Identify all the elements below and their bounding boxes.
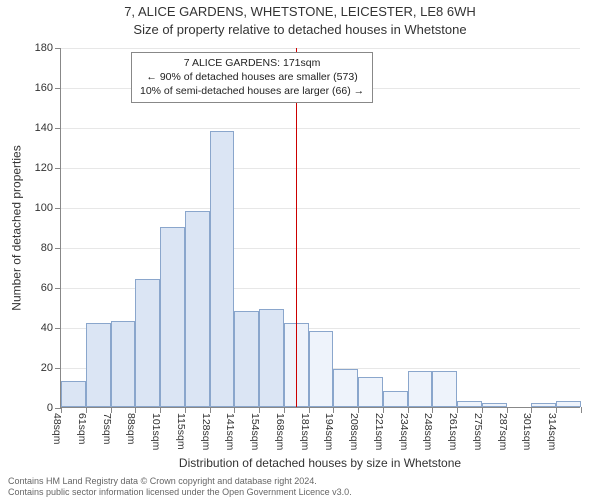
y-axis-label: Number of detached properties xyxy=(10,48,24,408)
histogram-bar xyxy=(333,369,358,407)
x-tick-label: 141sqm xyxy=(224,413,236,450)
x-tick-label: 314sqm xyxy=(546,413,558,450)
histogram-bar xyxy=(432,371,457,407)
y-tick xyxy=(55,88,61,89)
histogram-bar xyxy=(135,279,160,407)
histogram-bar xyxy=(482,403,507,407)
histogram-bar xyxy=(111,321,136,407)
x-tick-label: 168sqm xyxy=(274,413,286,450)
histogram-bar xyxy=(160,227,185,407)
x-tick-label: 48sqm xyxy=(51,413,63,445)
histogram-bar xyxy=(531,403,556,407)
x-tick-label: 154sqm xyxy=(249,413,261,450)
y-tick xyxy=(55,248,61,249)
gridline xyxy=(61,168,580,169)
x-tick-label: 287sqm xyxy=(497,413,509,450)
gridline xyxy=(61,248,580,249)
x-tick-label: 115sqm xyxy=(175,413,187,450)
x-tick-label: 261sqm xyxy=(447,413,459,450)
histogram-bar xyxy=(408,371,433,407)
x-tick-label: 181sqm xyxy=(299,413,311,450)
histogram-bar xyxy=(556,401,581,407)
y-tick xyxy=(55,208,61,209)
y-tick xyxy=(55,368,61,369)
callout-line-2: ← 90% of detached houses are smaller (57… xyxy=(140,70,364,84)
gridline xyxy=(61,48,580,49)
y-tick-label: 40 xyxy=(41,322,53,334)
y-tick xyxy=(55,328,61,329)
histogram-bar xyxy=(185,211,210,407)
x-tick-label: 275sqm xyxy=(472,413,484,450)
page-subtitle: Size of property relative to detached ho… xyxy=(0,22,600,37)
x-tick-label: 208sqm xyxy=(348,413,360,450)
x-tick-label: 75sqm xyxy=(101,413,113,445)
y-tick xyxy=(55,168,61,169)
y-tick-label: 180 xyxy=(35,42,53,54)
histogram-bar xyxy=(309,331,334,407)
x-tick-label: 221sqm xyxy=(373,413,385,450)
histogram-bar xyxy=(61,381,86,407)
x-tick-label: 88sqm xyxy=(125,413,137,445)
histogram-plot: 02040608010012014016018048sqm61sqm75sqm8… xyxy=(60,48,580,408)
y-tick-label: 120 xyxy=(35,162,53,174)
x-tick-label: 194sqm xyxy=(323,413,335,450)
histogram-bar xyxy=(457,401,482,407)
y-tick-label: 160 xyxy=(35,82,53,94)
x-tick-label: 128sqm xyxy=(200,413,212,450)
x-tick-label: 301sqm xyxy=(521,413,533,450)
gridline xyxy=(61,128,580,129)
x-tick xyxy=(581,407,582,413)
x-axis-label: Distribution of detached houses by size … xyxy=(60,456,580,470)
histogram-bar xyxy=(234,311,259,407)
marker-callout: 7 ALICE GARDENS: 171sqm ← 90% of detache… xyxy=(131,52,373,103)
y-tick-label: 100 xyxy=(35,202,53,214)
footer-attribution: Contains HM Land Registry data © Crown c… xyxy=(8,476,352,498)
callout-line-1: 7 ALICE GARDENS: 171sqm xyxy=(140,56,364,70)
histogram-bar xyxy=(210,131,235,407)
histogram-bar xyxy=(86,323,111,407)
x-tick-label: 248sqm xyxy=(422,413,434,450)
y-tick xyxy=(55,48,61,49)
y-tick xyxy=(55,128,61,129)
histogram-bar xyxy=(358,377,383,407)
y-tick xyxy=(55,288,61,289)
histogram-bar xyxy=(383,391,408,407)
y-tick-label: 60 xyxy=(41,282,53,294)
y-tick-label: 140 xyxy=(35,122,53,134)
histogram-bar xyxy=(259,309,284,407)
gridline xyxy=(61,208,580,209)
x-tick-label: 101sqm xyxy=(150,413,162,450)
y-tick-label: 20 xyxy=(41,362,53,374)
y-tick-label: 80 xyxy=(41,242,53,254)
x-tick-label: 234sqm xyxy=(398,413,410,450)
callout-line-3: 10% of semi-detached houses are larger (… xyxy=(140,84,364,98)
page-title: 7, ALICE GARDENS, WHETSTONE, LEICESTER, … xyxy=(0,4,600,19)
x-tick-label: 61sqm xyxy=(76,413,88,445)
